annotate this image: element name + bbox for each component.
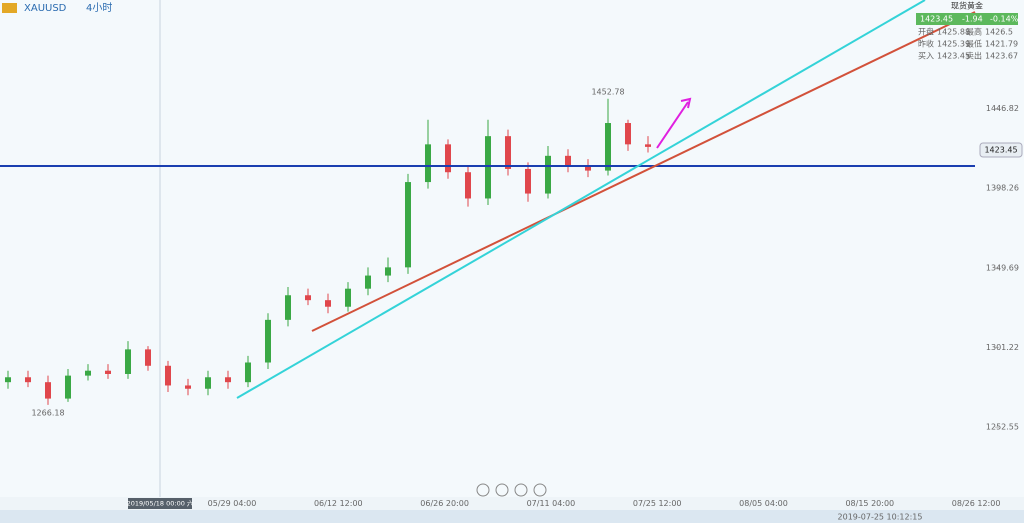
candle-body (605, 123, 611, 171)
candle-body (365, 275, 371, 289)
candle-body (385, 267, 391, 276)
candle-body (145, 349, 151, 366)
price-tag-label: 1423.45 (984, 146, 1017, 155)
arrow-head (680, 97, 692, 109)
candle-body (545, 155, 551, 194)
quote-label: 最低 (966, 39, 982, 49)
back[interactable] (495, 483, 509, 497)
status-time: 2019-07-25 10:12:15 (838, 513, 923, 522)
candle-body (285, 295, 291, 320)
x-tick-label: 06/12 12:00 (314, 499, 363, 508)
quote-value: 1425.39 (937, 40, 970, 49)
candle-body (185, 385, 191, 389)
arrow (656, 101, 689, 149)
candle-body (225, 377, 231, 383)
quote-change-pct: -0.14% (990, 15, 1019, 24)
trend-line (311, 11, 976, 332)
y-tick-label: 1446.82 (986, 104, 1019, 113)
quote-value: 1421.79 (985, 40, 1018, 49)
candle-body (565, 155, 571, 166)
candle-body (505, 136, 511, 169)
y-tick-label: 1301.22 (986, 343, 1019, 352)
period[interactable]: 4小时 (86, 2, 112, 14)
y-tick-label: 1398.26 (986, 184, 1019, 193)
x-tick-label: 07/25 12:00 (633, 499, 682, 508)
forward[interactable] (514, 483, 528, 497)
x-tick-label: 08/26 12:00 (952, 499, 1001, 508)
zoom-in[interactable] (533, 483, 547, 497)
quote-value: 1423.67 (985, 52, 1018, 61)
x-tick-label: 08/05 04:00 (739, 499, 788, 508)
quote-last: 1423.45 (920, 15, 953, 24)
crosshair-tag (128, 498, 192, 509)
x-tick-label: 08/15 20:00 (845, 499, 894, 508)
x-tick-label: 07/11 04:00 (527, 499, 576, 508)
candle-body (45, 382, 51, 399)
quote-change: -1.94 (962, 15, 983, 24)
crosshair-label: 2019/05/18 00:00 六 (127, 499, 194, 508)
symbol-icon (2, 3, 17, 13)
price-tag (979, 142, 1023, 158)
quote-title: 现货黄金 (951, 1, 983, 11)
candle-body (405, 182, 411, 268)
candle-body (325, 300, 331, 307)
candle-body (445, 144, 451, 173)
quote-value: 1423.45 (937, 52, 970, 61)
quote-value: 1426.5 (985, 28, 1013, 37)
candle-body (205, 377, 211, 389)
candle-body (245, 362, 251, 383)
quote-label: 卖出 (966, 51, 982, 61)
candle-body (165, 365, 171, 386)
candle-body (125, 349, 131, 374)
zoom-controls (476, 483, 547, 497)
x-tick-label: 06/26 20:00 (420, 499, 469, 508)
quote-label: 买入 (918, 52, 934, 61)
candle-body (305, 295, 311, 301)
symbol[interactable]: XAUUSD (24, 3, 67, 14)
status-bar (0, 510, 1024, 523)
zoom-out[interactable] (476, 483, 490, 497)
high-annotation: 1452.78 (591, 87, 624, 96)
candle-body (425, 144, 431, 183)
candle-body (525, 168, 531, 194)
low-annotation: 1266.18 (31, 408, 64, 417)
x-axis-bar (0, 497, 1024, 510)
x-tick-label: 05/29 04:00 (208, 499, 257, 508)
candle-body (5, 377, 11, 383)
quote-value: 1425.88 (937, 28, 970, 37)
candle-body (465, 172, 471, 199)
y-tick-label: 1252.55 (986, 423, 1019, 432)
candle-body (345, 288, 351, 307)
quote-label: 最高 (966, 27, 982, 37)
candle-body (25, 377, 31, 383)
candle-body (585, 165, 591, 171)
candle-body (645, 144, 651, 147)
candle-body (485, 136, 491, 199)
candle-body (625, 123, 631, 145)
quote-label: 开盘 (918, 27, 934, 37)
trend-line (236, 0, 926, 399)
y-tick-label: 1349.69 (986, 263, 1019, 272)
candle-body (85, 370, 91, 376)
candle-body (265, 319, 271, 363)
quote-label: 昨收 (918, 39, 934, 49)
candle-body (105, 370, 111, 374)
candle-body (65, 375, 71, 399)
quote-header (916, 13, 1018, 25)
